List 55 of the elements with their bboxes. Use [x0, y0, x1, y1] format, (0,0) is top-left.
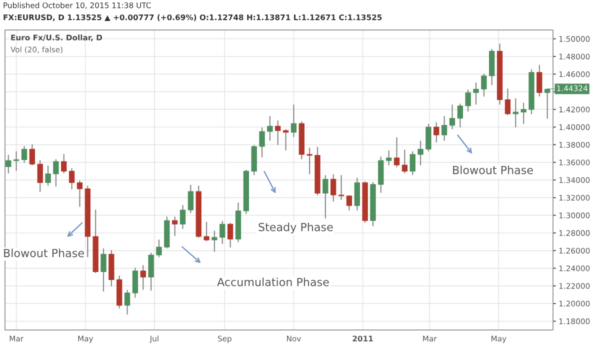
candlestick	[354, 178, 360, 211]
candlestick	[426, 124, 432, 152]
candlestick	[29, 144, 35, 166]
candlestick	[481, 74, 487, 97]
candlestick	[410, 151, 416, 176]
candlestick	[13, 151, 20, 171]
candlestick	[53, 159, 59, 187]
candlestick	[418, 140, 424, 166]
candlestick	[520, 102, 526, 124]
candlestick	[465, 89, 471, 112]
candlestick	[172, 216, 178, 236]
candlestick	[61, 154, 67, 174]
candlestick	[338, 175, 344, 200]
candlestick	[124, 290, 130, 315]
candlestick	[457, 104, 463, 128]
candlestick	[394, 137, 400, 168]
candlestick	[140, 265, 146, 290]
candlestick	[434, 122, 440, 143]
candlestick	[386, 150, 392, 166]
candlestick	[536, 64, 542, 97]
candlestick	[45, 165, 51, 186]
candlestick	[188, 184, 194, 214]
candlestick	[227, 222, 234, 248]
candlestick	[441, 116, 448, 141]
annotation: Blowout Phase	[453, 166, 533, 174]
candlestick	[346, 195, 352, 211]
candlestick	[402, 149, 408, 174]
candlestick	[21, 146, 28, 163]
candlestick	[259, 127, 265, 158]
candlestick	[37, 160, 43, 192]
candlestick	[449, 104, 456, 130]
candlestick	[220, 220, 226, 244]
annotation: Steady Phase	[258, 222, 333, 234]
candlestick	[275, 120, 281, 146]
candlestick	[212, 230, 218, 252]
candlestick	[76, 180, 83, 208]
candlestick	[204, 222, 210, 242]
candlestick	[156, 239, 162, 258]
candlestick	[100, 248, 106, 292]
candlestick	[322, 175, 328, 218]
candlestick	[512, 98, 518, 128]
candlestick	[290, 104, 297, 138]
candlestick	[132, 268, 138, 298]
candlestick	[68, 168, 75, 190]
candlestick	[330, 174, 336, 202]
candlestick	[267, 116, 273, 141]
candlestick	[306, 148, 312, 174]
annotation: Blowout Phase	[4, 248, 84, 258]
candlestick	[6, 154, 12, 174]
candlestick	[180, 205, 186, 230]
candlestick	[473, 82, 479, 105]
candlestick	[378, 156, 384, 193]
candlestick	[148, 252, 154, 291]
annotation: Accumulation Phase	[217, 278, 329, 286]
candlestick	[504, 88, 511, 116]
